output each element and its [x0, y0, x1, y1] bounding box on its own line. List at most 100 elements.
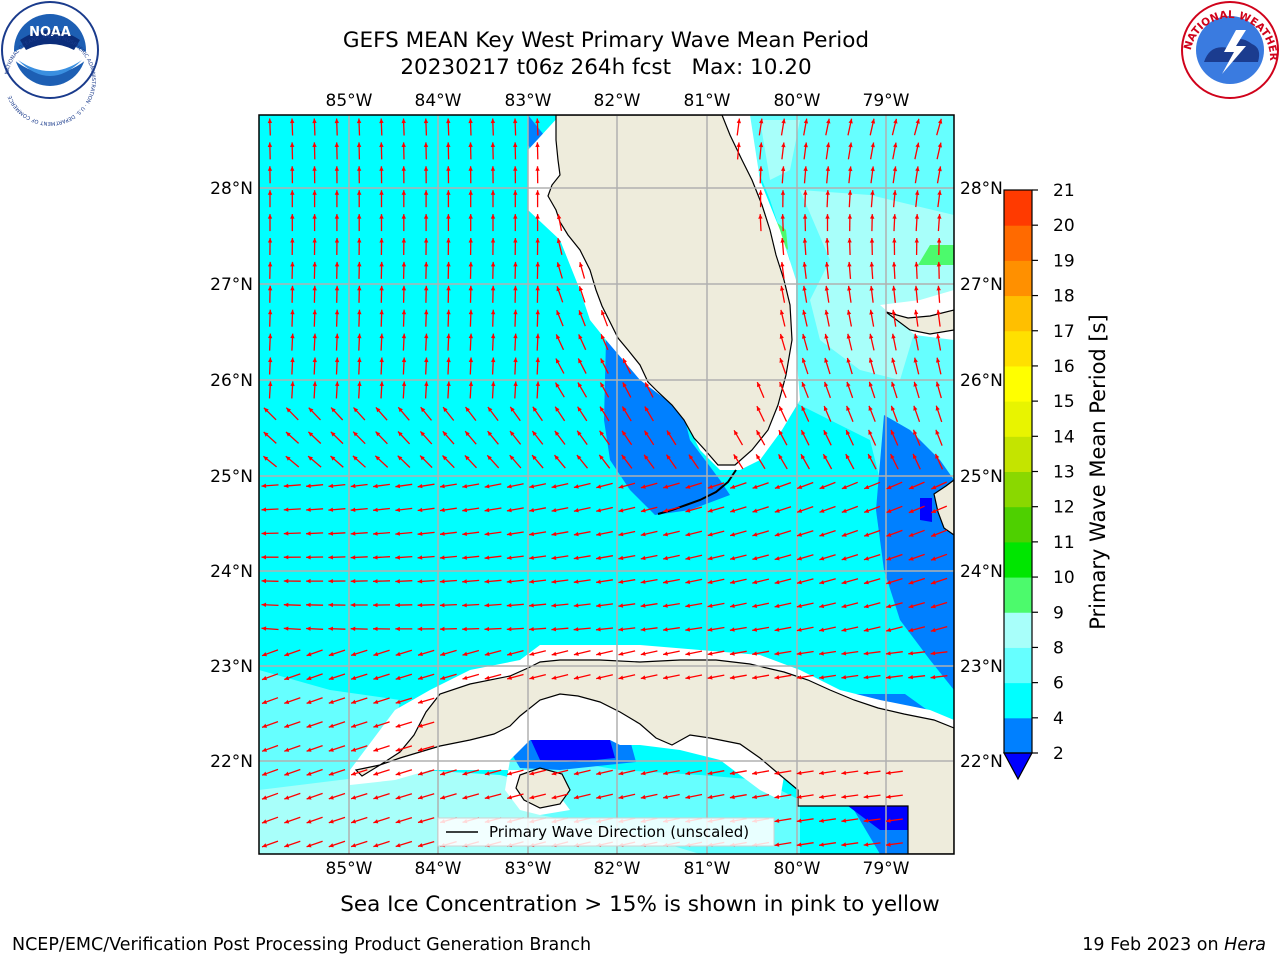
- wave-direction-arrow: [379, 166, 384, 184]
- wave-direction-arrow: [283, 555, 301, 560]
- wave-direction-arrow: [531, 454, 544, 469]
- colorbar-extend-arrow: [1002, 752, 1034, 781]
- wave-direction-arrow: [662, 530, 680, 537]
- wave-direction-arrow: [774, 506, 792, 513]
- wave-direction-arrow: [424, 333, 429, 351]
- wave-direction-arrow: [551, 482, 569, 489]
- wave-direction-arrow: [841, 481, 858, 490]
- wave-direction-arrow: [841, 842, 859, 847]
- wave-direction-arrow: [891, 118, 898, 136]
- wave-direction-arrow: [912, 429, 921, 446]
- wave-direction-arrow: [290, 333, 295, 351]
- wave-direction-arrow: [936, 261, 942, 279]
- wave-direction-arrow: [774, 650, 792, 656]
- wave-direction-arrow: [513, 142, 518, 160]
- wave-direction-arrow: [778, 429, 788, 446]
- colorbar-bin: [1004, 365, 1032, 402]
- wave-direction-arrow: [819, 674, 836, 680]
- wave-direction-arrow: [529, 627, 547, 632]
- wave-direction-arrow: [395, 483, 413, 489]
- wave-direction-arrow: [283, 507, 301, 512]
- wave-direction-arrow: [424, 357, 429, 375]
- wave-direction-arrow: [290, 285, 295, 303]
- wave-direction-arrow: [535, 381, 540, 399]
- wave-direction-arrow: [640, 482, 658, 489]
- colorbar-bin: [1004, 295, 1032, 332]
- wave-direction-arrow: [401, 166, 406, 184]
- wave-direction-arrow: [424, 237, 429, 256]
- lat-tick-label: 28°N: [210, 179, 253, 199]
- wave-direction-arrow: [261, 578, 279, 584]
- wave-direction-arrow: [863, 794, 881, 799]
- wave-direction-arrow: [417, 507, 435, 513]
- gulf-2-4-zone: [604, 340, 730, 515]
- wave-direction-arrow: [618, 579, 636, 584]
- wave-direction-arrow: [446, 309, 451, 327]
- wave-direction-arrow: [885, 770, 903, 775]
- wave-direction-arrow: [395, 626, 413, 632]
- wave-direction-arrow: [350, 769, 368, 776]
- wave-direction-arrow: [596, 603, 613, 608]
- wave-direction-arrow: [484, 769, 502, 776]
- sea-ice-note: Sea Ice Concentration > 15% is shown in …: [340, 892, 940, 917]
- wave-direction-arrow: [462, 531, 480, 536]
- wave-direction-arrow: [284, 649, 301, 657]
- wave-direction-arrow: [688, 454, 700, 469]
- wave-direction-arrow: [334, 309, 340, 327]
- wave-direction-arrow: [484, 626, 502, 632]
- wave-direction-arrow: [802, 237, 808, 256]
- wave-direction-arrow: [573, 555, 591, 560]
- wave-direction-arrow: [261, 840, 279, 848]
- colorbar-bin: [1004, 260, 1032, 297]
- wave-direction-arrow: [506, 673, 524, 680]
- wave-direction-arrow: [312, 237, 317, 256]
- wave-direction-arrow: [891, 309, 897, 327]
- wave-direction-arrow: [622, 358, 632, 374]
- wave-direction-arrow: [487, 406, 499, 421]
- wave-direction-arrow: [841, 818, 859, 823]
- wave-direction-arrow: [535, 237, 540, 256]
- wave-direction-arrow: [685, 626, 703, 632]
- wave-direction-arrow: [513, 214, 518, 232]
- wave-direction-arrow: [752, 482, 769, 489]
- wave-direction-arrow: [870, 190, 875, 208]
- wave-direction-arrow: [462, 555, 480, 560]
- wave-direction-arrow: [307, 455, 322, 468]
- wave-direction-arrow: [819, 770, 836, 776]
- wave-direction-arrow: [685, 506, 703, 513]
- wave-direction-arrow: [464, 430, 477, 445]
- wave-direction-arrow: [328, 579, 346, 584]
- chart-title-line2: 20230217 t06z 264h fcst Max: 10.20: [400, 55, 811, 80]
- wave-direction-arrow: [573, 627, 591, 632]
- wave-direction-arrow: [551, 769, 569, 776]
- wave-direction-arrow: [468, 214, 473, 232]
- wave-direction-arrow: [600, 334, 609, 351]
- wave-direction-arrow: [401, 118, 406, 136]
- wave-direction-arrow: [774, 530, 792, 537]
- wave-direction-arrow: [506, 555, 524, 560]
- wave-direction-arrow: [423, 118, 429, 136]
- wave-direction-arrow: [312, 261, 317, 279]
- wave-direction-arrow: [262, 455, 278, 468]
- grand-bahama-land: [885, 309, 954, 335]
- wave-direction-arrow: [551, 555, 569, 560]
- wave-direction-arrow: [328, 555, 346, 560]
- wave-direction-arrow: [328, 792, 346, 800]
- wave-direction-arrow: [819, 818, 836, 823]
- wave-direction-arrow: [891, 285, 897, 303]
- wave-direction-arrow: [913, 381, 920, 399]
- wave-direction-arrow: [600, 309, 609, 327]
- wave-direction-arrow: [863, 626, 881, 632]
- wave-direction-arrow: [863, 842, 881, 847]
- lat-tick-label: 26°N: [960, 371, 1003, 391]
- wave-direction-arrow: [379, 237, 384, 256]
- wave-direction-arrow: [573, 482, 591, 489]
- wave-direction-arrow: [357, 261, 362, 279]
- wave-direction-arrow: [841, 650, 859, 656]
- wave-direction-arrow: [640, 578, 658, 584]
- wave-direction-arrow: [506, 603, 524, 608]
- wave-direction-arrow: [373, 483, 390, 489]
- wave-direction-arrow: [802, 285, 808, 303]
- lat-tick-label: 27°N: [960, 275, 1003, 295]
- wave-direction-arrow: [328, 483, 346, 489]
